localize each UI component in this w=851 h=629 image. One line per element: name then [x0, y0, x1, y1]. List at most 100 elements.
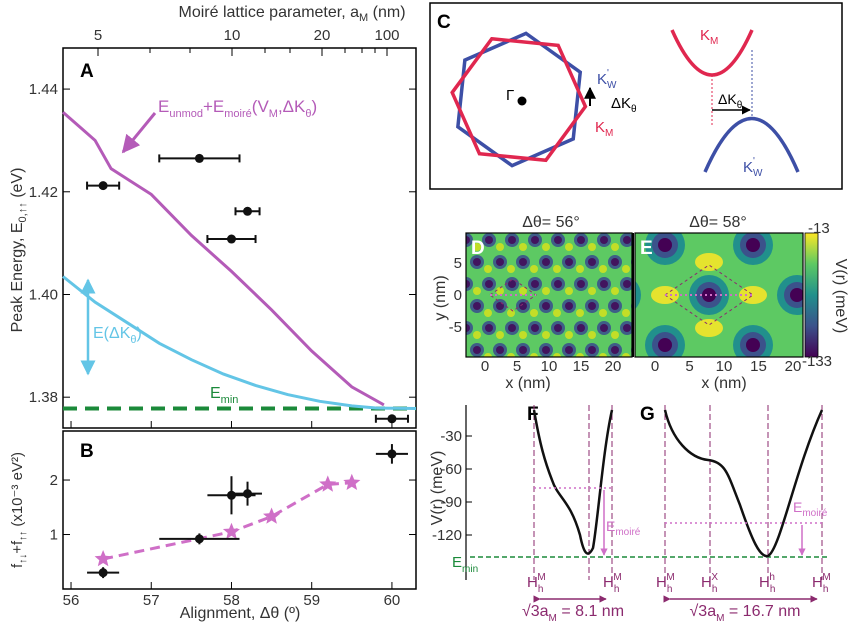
f-x-label: HhM: [527, 572, 546, 595]
potential-core: [508, 324, 516, 332]
colorbar: [804, 232, 819, 358]
potential-max: [530, 353, 538, 357]
potential-max: [542, 331, 550, 339]
star-marker: [319, 475, 337, 492]
star-marker: [343, 473, 361, 490]
panel-c-frame: [429, 2, 843, 190]
y-tick-label: -90: [440, 494, 462, 511]
potential-core: [508, 280, 516, 288]
width-label-f: √3aM = 8.1 nm: [522, 603, 624, 624]
y-tick-label: -120: [432, 527, 462, 544]
y-tick-label: 1: [50, 527, 58, 544]
potential-core: [623, 324, 631, 332]
panel-a-data-points: [86, 153, 409, 424]
panel-label-e: E: [640, 238, 653, 259]
potential-min: [635, 280, 641, 310]
top-tick-label: 10: [224, 27, 241, 44]
potential-core: [508, 236, 516, 244]
potential-max: [565, 243, 573, 251]
potential-core: [600, 324, 608, 332]
star-marker: [263, 507, 281, 524]
point-marker: [98, 181, 108, 191]
heatmap-e-frame: [634, 232, 804, 358]
potential-max: [542, 287, 550, 295]
band-shift-label: ΔKθ: [718, 91, 743, 111]
heatmap-d-xlabel: x (nm): [505, 375, 550, 392]
x-tick-label: 56: [63, 592, 80, 609]
panel-b: B f↑↓+f↑↑ (x10⁻³ eV²) 56 57 58 59 60 1 2 Align…: [9, 421, 417, 622]
x-tick-label: 0: [481, 358, 489, 375]
potential-core: [702, 288, 716, 302]
heatmap-e-xlabel: x (nm): [701, 375, 746, 392]
potential-max: [507, 265, 515, 273]
potential-max: [565, 331, 573, 339]
formula-label: Eunmod+Emoiré(VM,ΔKθ): [158, 97, 317, 120]
potential-core: [473, 258, 481, 266]
potential-core: [565, 346, 573, 354]
panel-a: A Peak Energy, E0,↑↑ (eV) 1.381.401.421.…: [9, 47, 417, 429]
potential-max: [588, 243, 596, 251]
g-x-label: HhM: [812, 572, 831, 595]
potential-max: [553, 309, 561, 317]
g-x-labels: HhM HhX Hhh HhM: [656, 572, 831, 595]
potential-core: [485, 324, 493, 332]
potential-core: [611, 258, 619, 266]
potential-max: [473, 331, 481, 339]
top-tick-label: 5: [94, 27, 102, 44]
x-tick-label: 10: [716, 358, 733, 375]
kw-label: KW': [597, 68, 617, 91]
data-point: [375, 444, 408, 464]
y-tick-label: 1.40: [29, 286, 58, 303]
potential-core: [790, 288, 803, 302]
potential-core: [519, 346, 527, 354]
dk-label: ΔKθ: [611, 95, 637, 115]
potential-max: [473, 287, 481, 295]
x-tick-label: 0: [651, 358, 659, 375]
potential-max: [484, 309, 492, 317]
potential-max: [484, 265, 492, 273]
y-tick-label: 0: [454, 287, 462, 304]
potential-max: [553, 265, 561, 273]
y-tick-label: -60: [440, 461, 462, 478]
y-tick-label: -30: [440, 428, 462, 445]
potential-core: [542, 258, 550, 266]
point-marker: [226, 234, 236, 244]
potential-core: [588, 258, 596, 266]
potential-core: [554, 236, 562, 244]
potential-core: [565, 302, 573, 310]
potential-max: [622, 309, 630, 317]
colorbar-min: -133: [802, 353, 832, 370]
panel-label-a: A: [80, 61, 94, 82]
potential-max: [622, 353, 630, 357]
potential-core: [542, 302, 550, 310]
band-km: [670, 29, 754, 77]
colorbar-label: V(r) (meV): [832, 259, 849, 334]
hexagon-red: [450, 36, 588, 163]
f-y-axis: -30 -60 -90 -120: [432, 405, 472, 580]
potential-core: [746, 338, 760, 352]
panel-a-y-axis: 1.38 1.40 1.42 1.44: [29, 81, 416, 406]
potential-max: [599, 265, 607, 273]
panel-b-xlabel: Alignment, Δθ (º): [180, 605, 301, 622]
potential-max: [611, 287, 619, 295]
potential-max: [622, 265, 630, 273]
g-x-label: HhX: [701, 572, 718, 595]
potential-max: [588, 287, 596, 295]
y-tick-label: -5: [449, 319, 462, 336]
potential-core: [611, 346, 619, 354]
potential-core: [466, 324, 470, 332]
potential-max: [530, 309, 538, 317]
star-marker: [222, 522, 240, 540]
potential-core: [565, 258, 573, 266]
potential-core: [554, 324, 562, 332]
potential-core: [496, 258, 504, 266]
panel-b-axes: 56 57 58 59 60 1 2: [50, 421, 416, 609]
potential-max: [565, 287, 573, 295]
emin-label: Emin: [210, 385, 238, 406]
panel-b-stars: [94, 473, 361, 567]
potential-max: [576, 265, 584, 273]
data-point: [233, 481, 262, 506]
panel-a-ylabel: Peak Energy, E0,↑↑ (eV): [9, 168, 29, 333]
potential-max: [611, 243, 619, 251]
